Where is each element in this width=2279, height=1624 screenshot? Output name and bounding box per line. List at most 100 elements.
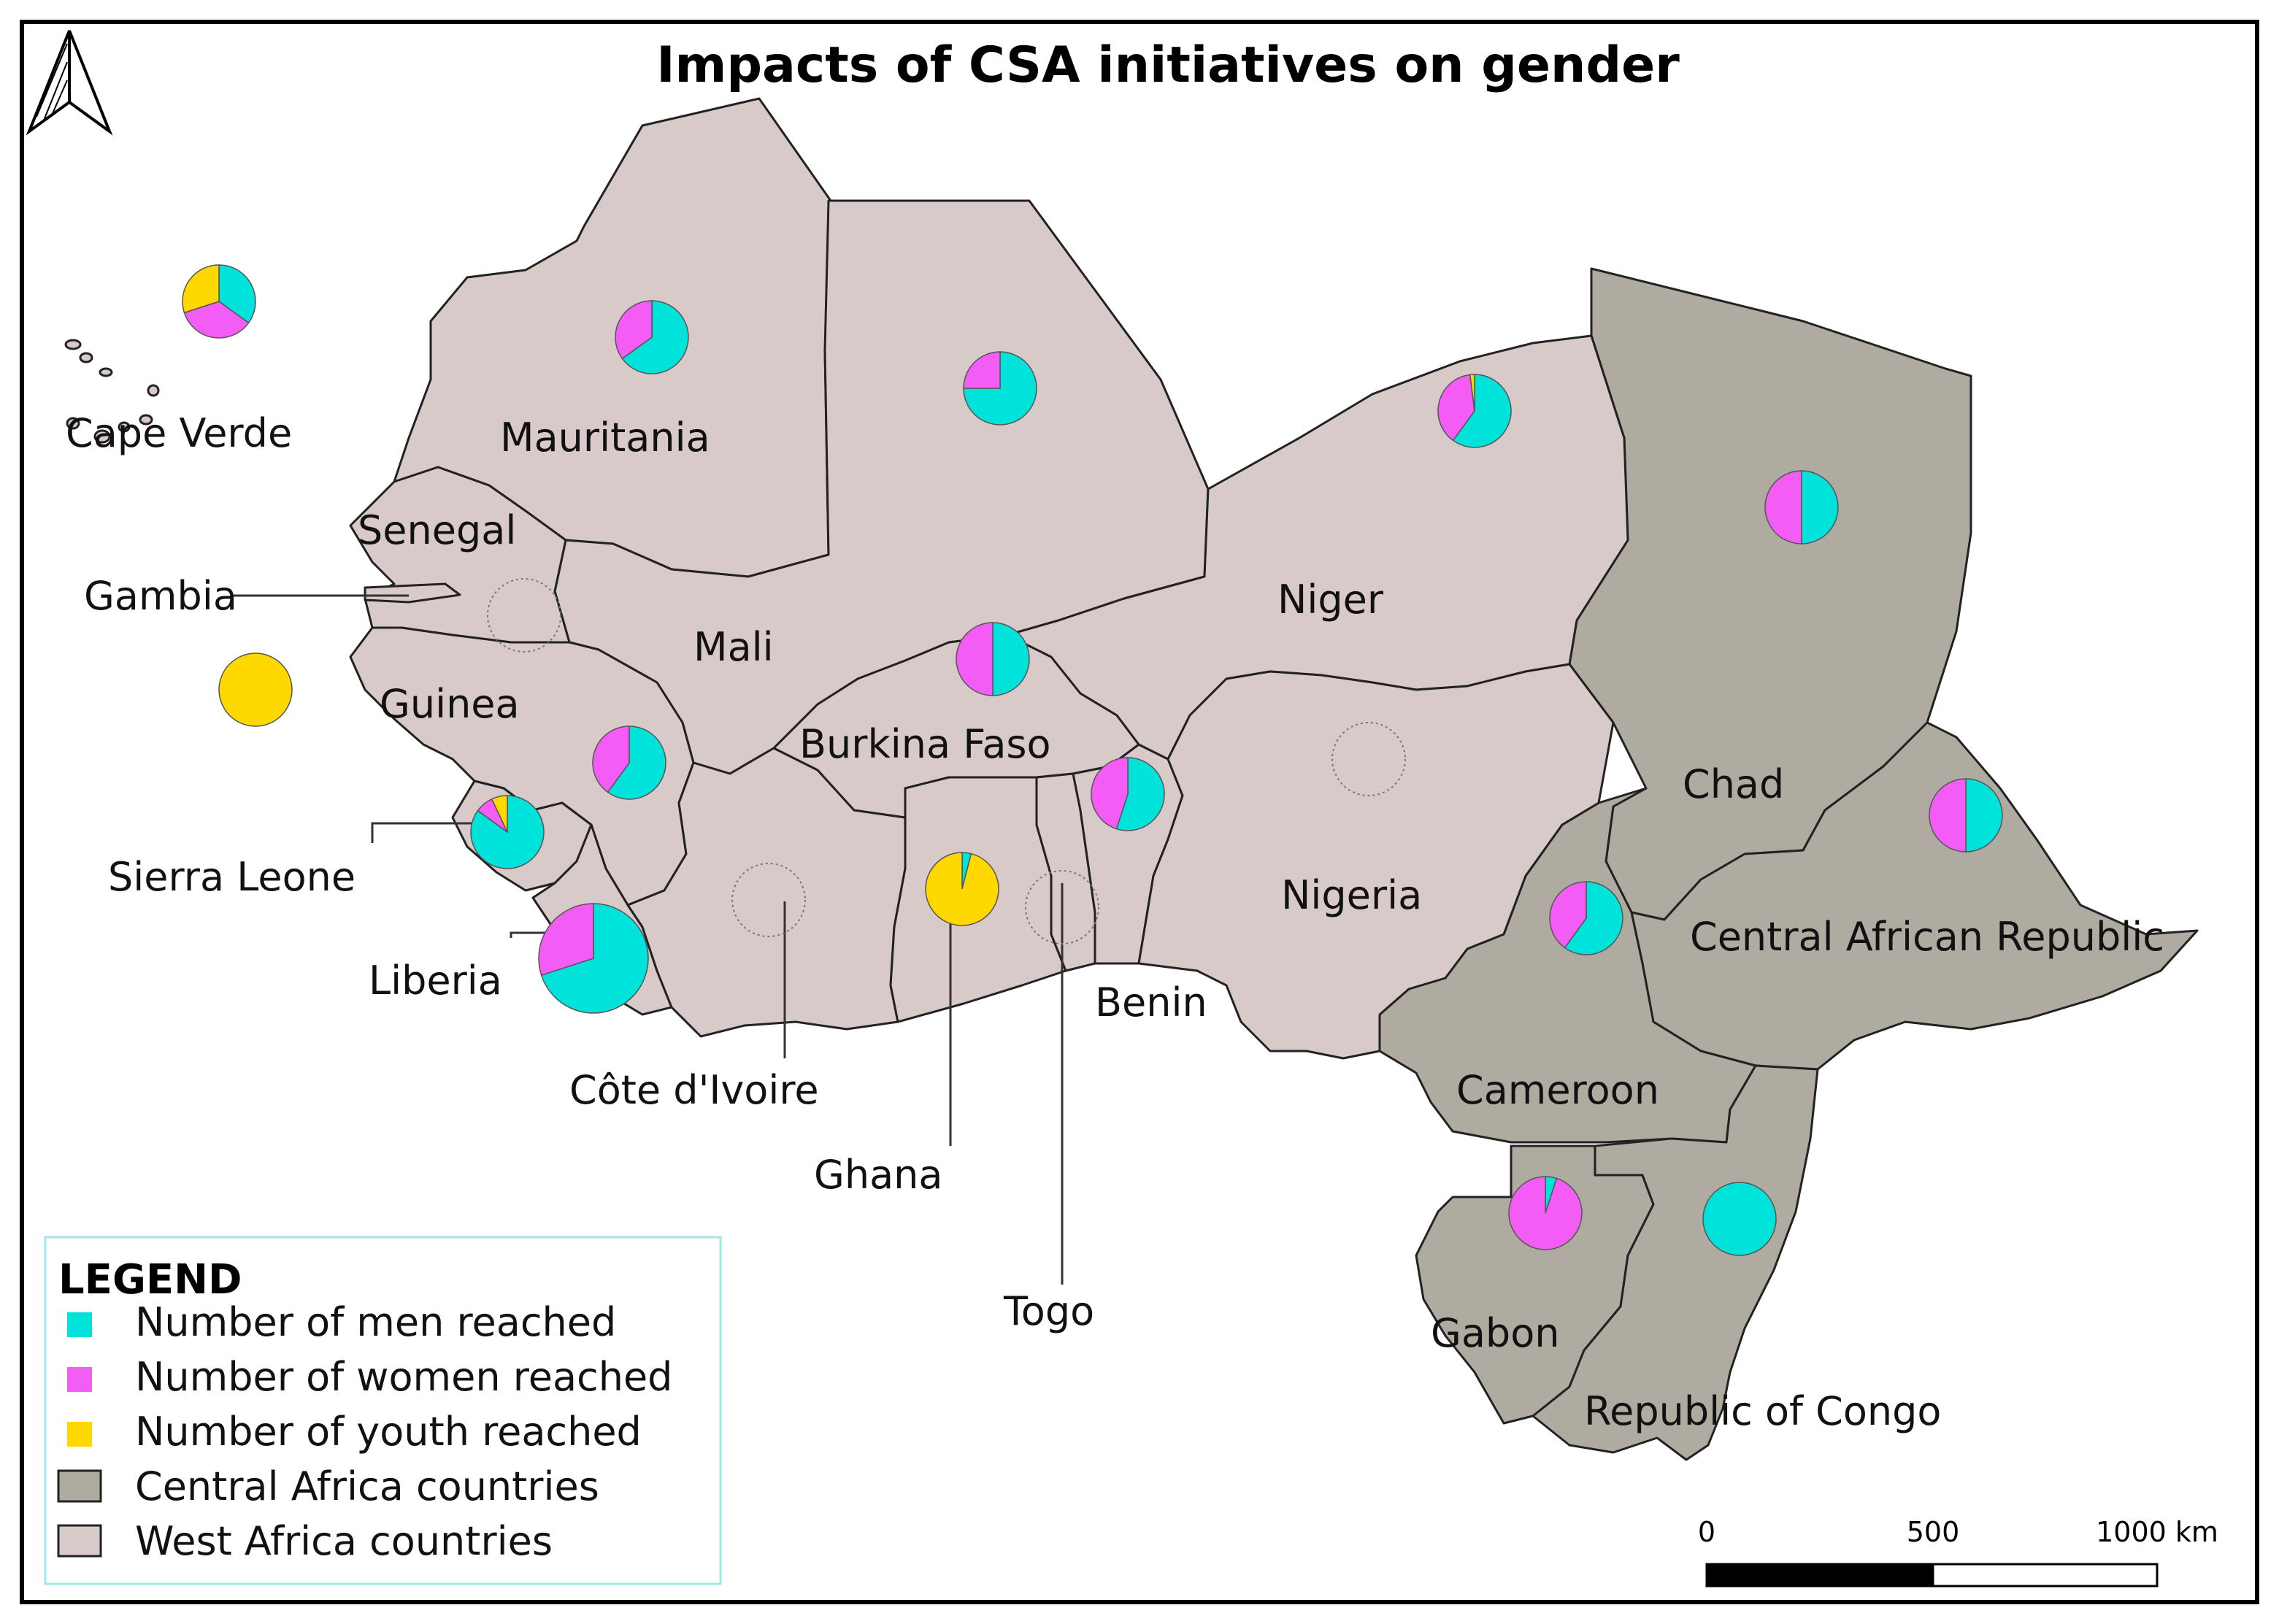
scale-segment-black	[1705, 1563, 1934, 1588]
scale-label-500: 500	[1907, 1516, 1960, 1548]
pie-slice-youth-cape-verde	[182, 264, 220, 314]
label-togo: Togo	[1003, 1288, 1094, 1334]
pie-gambia	[218, 653, 293, 727]
pie-slice-youth-ghana	[925, 852, 999, 926]
pie-slice-men-mali	[963, 351, 1037, 426]
pie-sierra-leone	[470, 795, 545, 869]
pie-slice-men-guinea	[607, 726, 666, 800]
label-gambia: Gambia	[84, 573, 237, 619]
pie-mali	[963, 351, 1037, 426]
legend-label-0: Number of men reached	[135, 1299, 616, 1345]
pie-slice-women-central-african-republic	[1929, 778, 1967, 853]
pie-slice-youth-sierra-leone	[491, 795, 508, 833]
pie-slice-men-liberia	[540, 903, 649, 1014]
pie-slice-men-cameroon	[1564, 881, 1623, 955]
pie-cape-verde	[182, 264, 256, 339]
pie-benin	[1091, 757, 1165, 831]
no-data-circle-nigeria	[1331, 722, 1406, 796]
label-ghana: Ghana	[814, 1152, 942, 1198]
map-frame	[20, 20, 2259, 1604]
pie-slice-women-gabon	[1508, 1176, 1583, 1250]
label-gabon: Gabon	[1431, 1310, 1559, 1356]
pie-slice-women-burkina-faso	[956, 622, 994, 696]
pie-slice-women-cameroon	[1549, 881, 1587, 949]
label-mauritania: Mauritania	[500, 415, 710, 461]
label-republic-of-congo: Republic of Congo	[1584, 1388, 1941, 1434]
legend-label-3: Central Africa countries	[135, 1463, 599, 1509]
no-data-circle-togo	[1025, 870, 1099, 944]
pie-slice-women-guinea	[592, 726, 630, 793]
pie-central-african-republic	[1929, 778, 2003, 853]
pie-slice-youth-gambia	[218, 653, 293, 727]
pie-chad	[1764, 470, 1839, 544]
pie-slice-women-liberia	[538, 903, 594, 977]
pie-ghana	[925, 852, 999, 926]
scale-bar: 0 500 1000 km	[1698, 1516, 2218, 1588]
legend-swatch-1	[67, 1367, 92, 1392]
legend-swatch-0	[67, 1312, 92, 1337]
pie-gabon	[1508, 1176, 1583, 1250]
scale-segment-white	[1932, 1563, 2159, 1588]
pie-slice-women-mauritania	[615, 300, 653, 360]
north-arrow-icon	[26, 30, 113, 136]
pie-slice-women-niger	[1437, 374, 1475, 442]
label-chad: Chad	[1683, 761, 1784, 807]
legend-swatch-2	[67, 1422, 92, 1447]
no-data-circle-c-te-d-ivoire	[731, 863, 806, 937]
pie-mauritania	[615, 300, 689, 374]
pie-cameroon	[1549, 881, 1623, 955]
scale-label-1000: 1000 km	[2096, 1516, 2218, 1548]
pie-slice-women-mali	[963, 351, 1001, 389]
label-cape-verde: Cape Verde	[66, 410, 292, 456]
pie-slice-men-central-african-republic	[1965, 778, 2003, 853]
legend-swatch-4	[57, 1524, 102, 1558]
legend-swatch-3	[57, 1469, 102, 1503]
pie-slice-men-republic-of-congo	[1702, 1182, 1777, 1256]
pie-slice-men-burkina-faso	[992, 622, 1030, 696]
pie-slice-youth-niger	[1469, 374, 1475, 412]
no-data-circle-senegal	[487, 578, 561, 653]
pie-republic-of-congo	[1702, 1182, 1777, 1256]
cape-verde-islands	[64, 339, 160, 444]
label-mali: Mali	[693, 624, 774, 670]
legend: LEGEND Number of men reached Number of wo…	[44, 1236, 722, 1585]
label-benin: Benin	[1095, 980, 1207, 1025]
pie-slice-women-benin	[1091, 757, 1129, 830]
label-central-african-republic: Central African Republic	[1690, 914, 2164, 960]
pie-slice-men-mauritania	[621, 300, 689, 374]
leader-lines	[234, 594, 1064, 1285]
pie-slice-men-benin	[1115, 757, 1165, 831]
pie-slice-men-chad	[1801, 470, 1839, 544]
legend-label-2: Number of youth reached	[135, 1409, 642, 1455]
pie-slice-men-niger	[1452, 374, 1512, 448]
legend-label-4: West Africa countries	[135, 1518, 553, 1564]
pie-guinea	[592, 726, 666, 800]
legend-label-1: Number of women reached	[135, 1354, 672, 1400]
pie-slice-men-cape-verde	[218, 264, 256, 324]
label-cameroon: Cameroon	[1456, 1067, 1659, 1113]
label-nigeria: Nigeria	[1281, 872, 1422, 918]
pie-charts-layer	[182, 264, 2003, 1256]
country-labels: Cape Verde Mauritania Senegal Gambia Mal…	[66, 410, 2164, 1434]
label-sierra-leone: Sierra Leone	[108, 854, 356, 900]
label-cote-divoire: Côte d'Ivoire	[569, 1067, 819, 1113]
pie-liberia	[538, 903, 649, 1014]
pie-niger	[1437, 374, 1512, 448]
map-title: Impacts of CSA initiatives on gender	[656, 36, 1680, 94]
label-senegal: Senegal	[358, 507, 516, 553]
legend-box	[44, 1236, 722, 1585]
pie-burkina-faso	[956, 622, 1030, 696]
pie-slice-women-chad	[1764, 470, 1802, 544]
country-nigeria	[1137, 663, 1615, 1060]
label-burkina-faso: Burkina Faso	[799, 721, 1051, 767]
country-republic-of-congo	[1531, 1064, 1819, 1461]
label-liberia: Liberia	[369, 958, 502, 1004]
no-data-markers	[487, 578, 1406, 944]
country-gambia	[364, 582, 461, 604]
label-niger: Niger	[1277, 577, 1384, 623]
label-guinea: Guinea	[380, 681, 520, 727]
legend-title: LEGEND	[58, 1256, 242, 1304]
pie-slice-women-cape-verde	[183, 301, 250, 339]
scale-label-0: 0	[1698, 1516, 1715, 1548]
